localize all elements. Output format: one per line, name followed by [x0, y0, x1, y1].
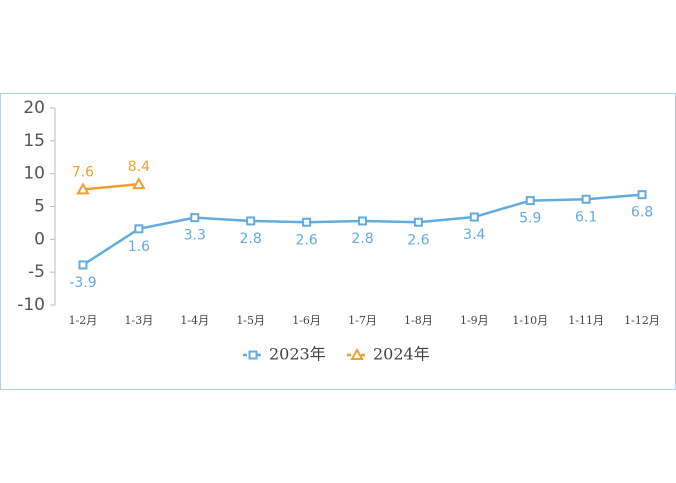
data-label: 3.4 [463, 227, 485, 243]
y-tick-label: 20 [23, 98, 45, 118]
y-tick-label: 10 [23, 164, 45, 184]
data-label: 6.1 [575, 209, 597, 225]
point [469, 212, 479, 222]
point [413, 217, 423, 227]
x-tick-label: 1-3月 [125, 314, 154, 327]
data-label: 5.9 [519, 211, 541, 227]
point [637, 190, 647, 200]
legend-marker [248, 350, 258, 360]
x-tick-label: 1-6月 [292, 314, 321, 327]
x-tick-label: 1-7月 [348, 314, 377, 327]
y-tick-label: 15 [23, 131, 45, 151]
x-tick-label: 1-5月 [236, 314, 265, 327]
legend-marker [350, 347, 364, 360]
data-label: 2.6 [407, 232, 429, 248]
x-tick-label: 1-2月 [69, 314, 98, 327]
point [525, 196, 535, 206]
legend-label: 2023年 [269, 345, 326, 364]
x-tick-label: 1-8月 [404, 314, 433, 327]
legend-label: 2024年 [373, 345, 430, 364]
point [302, 217, 312, 227]
point [358, 216, 367, 226]
y-tick-label: -10 [17, 295, 45, 315]
data-label: 3.3 [184, 228, 206, 244]
data-label: 2.8 [351, 231, 373, 247]
data-label: 8.4 [128, 159, 150, 175]
point [132, 177, 146, 190]
x-tick-label: 1-10月 [512, 314, 548, 327]
point [76, 182, 90, 195]
point [190, 213, 200, 223]
data-label: 6.8 [631, 205, 653, 221]
point [78, 260, 88, 270]
data-label: 1.6 [128, 239, 150, 255]
x-tick-label: 1-4月 [180, 314, 209, 327]
y-tick-label: 5 [34, 197, 45, 217]
data-label: -3.9 [69, 275, 96, 291]
data-label: 2.8 [240, 231, 262, 247]
x-tick-label: 1-9月 [460, 314, 489, 327]
y-tick-label: -5 [28, 262, 45, 282]
point [134, 224, 144, 234]
data-label: 2.6 [295, 232, 317, 248]
point [246, 216, 256, 226]
point [581, 194, 591, 204]
chart-frame [0, 93, 676, 390]
y-tick-label: 0 [34, 229, 45, 249]
x-tick-label: 1-11月 [568, 314, 604, 327]
x-tick-label: 1-12月 [624, 314, 660, 327]
data-label: 7.6 [72, 164, 94, 180]
series-line [82, 182, 139, 191]
